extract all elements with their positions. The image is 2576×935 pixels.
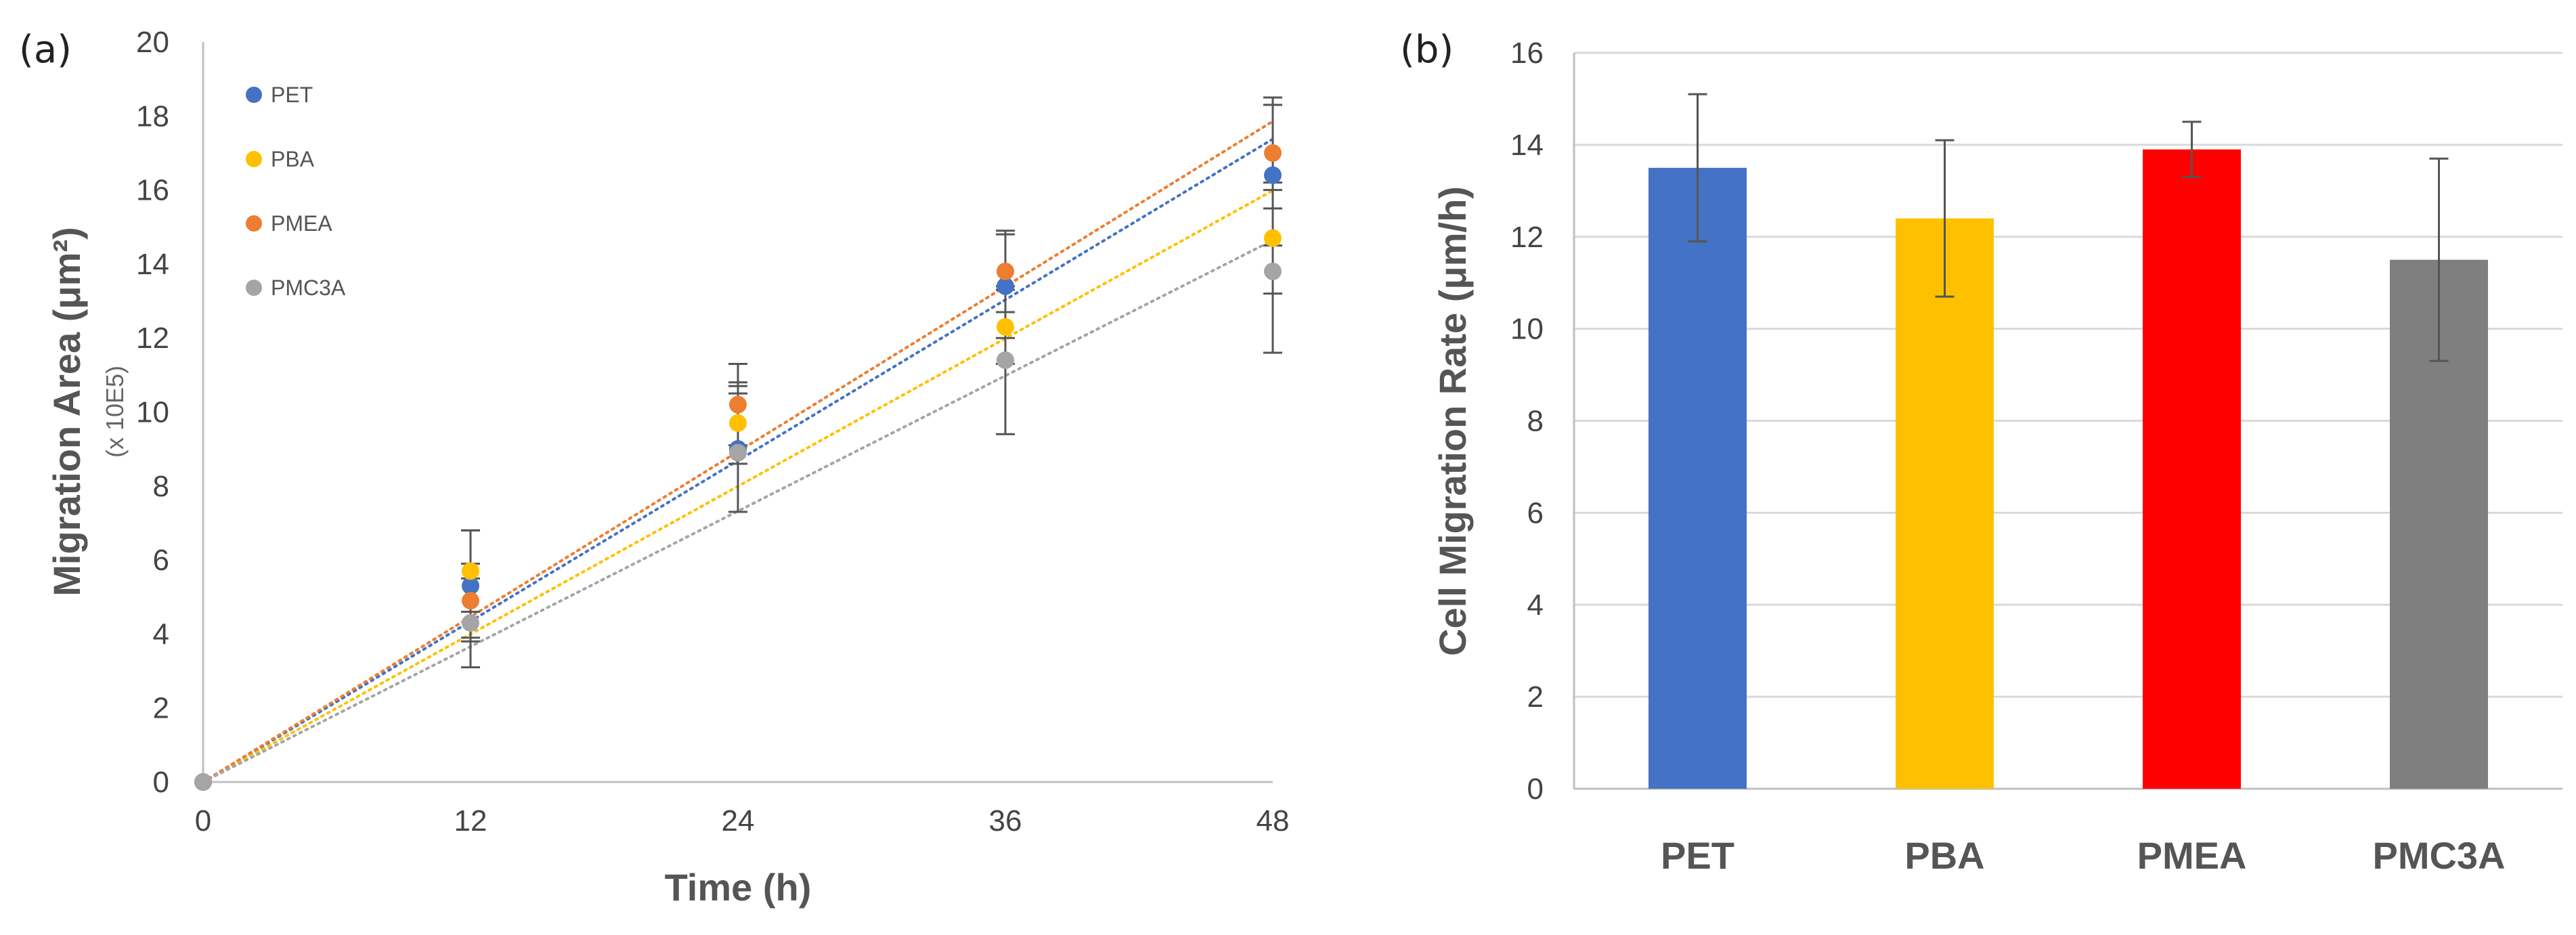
y-tick-label: 10 (136, 396, 169, 429)
data-point-pmea (729, 395, 747, 414)
legend-marker-pet (246, 87, 262, 103)
y-tick-label: 20 (136, 26, 169, 59)
data-point-pmea (462, 592, 479, 610)
panel-b: (b) Cell Migration Rate (μm/h) 0 2 4 6 8 10 12… (1400, 28, 2562, 877)
panel-a-x-ticks: 0 12 24 36 48 (195, 804, 1290, 838)
panel-a-label: (a) (19, 28, 72, 72)
y-tick-label: 14 (136, 248, 169, 281)
y-tick-label: 0 (1527, 773, 1544, 806)
legend-label-pba: PBA (271, 147, 315, 171)
x-tick-label: 0 (195, 804, 211, 838)
y-tick-label: 16 (136, 174, 169, 207)
panel-a-y-ticks: 0 2 4 6 8 10 12 14 16 18 20 (136, 26, 169, 799)
panel-b-y-ticks: 0 2 4 6 8 10 12 14 16 (1510, 37, 1544, 806)
y-tick-label: 14 (1510, 129, 1544, 162)
category-label-pmc3a: PMC3A (2372, 834, 2505, 877)
data-point-pet (1264, 166, 1282, 184)
x-tick-label: 12 (454, 804, 487, 838)
y-tick-label: 2 (1527, 680, 1544, 714)
panel-b-y-title: Cell Migration Rate (μm/h) (1431, 186, 1474, 656)
legend-marker-pmc3a (246, 280, 262, 296)
y-tick-label: 0 (153, 766, 169, 799)
panel-a-error-bars (461, 96, 1282, 669)
x-tick-label: 48 (1257, 804, 1290, 838)
y-tick-label: 6 (1527, 496, 1544, 529)
panel-b-label: (b) (1400, 28, 1454, 72)
bar-pmea (2143, 149, 2241, 789)
data-point-pet (462, 577, 479, 595)
panel-b-category-labels: PET PBA PMEA PMC3A (1661, 834, 2505, 877)
data-point-pmea (997, 262, 1014, 280)
y-tick-label: 16 (1510, 37, 1544, 70)
x-tick-label: 24 (722, 804, 755, 838)
legend-label-pet: PET (271, 83, 313, 107)
panel-b-error-bars (1688, 93, 2449, 362)
category-label-pet: PET (1661, 834, 1734, 877)
bar-pet (1649, 167, 1747, 789)
panel-a-y-title: Migration Area (μm²) (45, 227, 88, 596)
y-tick-label: 8 (153, 470, 169, 503)
bar-pba (1896, 218, 1994, 789)
panel-a-legend: PET PBA PMEA PMC3A (246, 83, 346, 300)
panel-b-bars (1649, 149, 2488, 789)
panel-a-points (194, 144, 1282, 791)
y-tick-label: 12 (1510, 221, 1544, 254)
legend-marker-pba (246, 151, 262, 167)
data-point-pmc3a (462, 614, 479, 632)
data-point-pmc3a (194, 773, 212, 791)
y-tick-label: 10 (1510, 313, 1544, 346)
category-label-pba: PBA (1904, 834, 1984, 877)
data-point-pba (462, 562, 479, 580)
panel-a: (a) Migration Area (μm²) (x 10E5) Time (… (19, 26, 1289, 909)
y-tick-label: 6 (153, 544, 169, 577)
data-point-pmc3a (1264, 262, 1282, 280)
data-point-pmc3a (729, 443, 747, 462)
y-tick-label: 12 (136, 322, 169, 355)
data-point-pba (997, 318, 1014, 336)
legend-label-pmea: PMEA (271, 211, 332, 236)
data-point-pmc3a (997, 351, 1014, 369)
panel-a-y-unit: (x 10E5) (101, 366, 129, 458)
data-point-pba (729, 414, 747, 432)
x-tick-label: 36 (989, 804, 1022, 838)
data-point-pmea (1264, 144, 1282, 162)
y-tick-label: 4 (1527, 588, 1544, 622)
legend-marker-pmea (246, 215, 262, 232)
y-tick-label: 2 (153, 692, 169, 725)
data-point-pet (997, 277, 1014, 295)
y-tick-label: 8 (1527, 405, 1544, 438)
panel-a-x-title: Time (h) (665, 866, 812, 909)
legend-label-pmc3a: PMC3A (271, 276, 346, 300)
y-tick-label: 18 (136, 100, 169, 133)
y-tick-label: 4 (153, 617, 169, 651)
data-point-pba (1264, 229, 1282, 247)
category-label-pmea: PMEA (2137, 834, 2247, 877)
